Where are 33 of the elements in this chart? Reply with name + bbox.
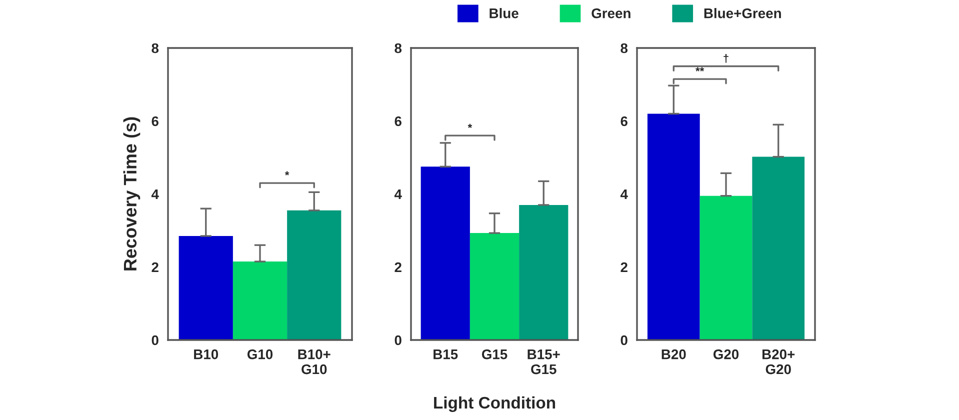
annotation: * bbox=[468, 124, 472, 128]
y-tick-label: 8 bbox=[152, 43, 159, 54]
legend-label: Green bbox=[592, 8, 630, 18]
x-tick-label: G15 bbox=[482, 349, 508, 360]
y-tick-label: 8 bbox=[394, 43, 402, 54]
y-tick-label: 2 bbox=[620, 262, 628, 272]
y-tick-label: 0 bbox=[394, 335, 402, 346]
x-tick-label: B15+ G15 bbox=[528, 350, 560, 374]
y-axis-title: Recovery Time (s) bbox=[123, 117, 140, 270]
x-tick-label: B20 bbox=[662, 349, 686, 360]
annotation: * bbox=[284, 171, 290, 176]
y-tick-label: 2 bbox=[152, 262, 158, 272]
y-tick-label: 6 bbox=[620, 116, 628, 126]
legend-label: Blue+Green bbox=[704, 8, 781, 18]
legend-label: Blue bbox=[490, 8, 518, 18]
annotation: ** bbox=[696, 67, 704, 72]
y-tick-label: 6 bbox=[394, 116, 402, 126]
annotation: † bbox=[724, 54, 728, 63]
x-tick-label: B20+ G20 bbox=[762, 349, 795, 374]
y-tick-label: 8 bbox=[620, 43, 628, 54]
x-tick-label: G10 bbox=[247, 349, 273, 360]
y-tick-label: 4 bbox=[151, 189, 159, 200]
y-tick-label: 4 bbox=[394, 189, 402, 200]
y-tick-label: 0 bbox=[620, 335, 628, 346]
x-tick-label: G20 bbox=[713, 349, 739, 360]
y-tick-label: 4 bbox=[620, 189, 628, 200]
x-tick-label: B10+ G10 bbox=[298, 349, 330, 374]
y-tick-label: 0 bbox=[152, 335, 158, 346]
y-tick-label: 2 bbox=[394, 262, 402, 272]
x-tick-label: B10 bbox=[194, 349, 218, 360]
y-tick-label: 6 bbox=[152, 116, 158, 126]
x-tick-label: B15 bbox=[434, 350, 458, 360]
x-axis-title: Light Condition bbox=[434, 396, 556, 412]
